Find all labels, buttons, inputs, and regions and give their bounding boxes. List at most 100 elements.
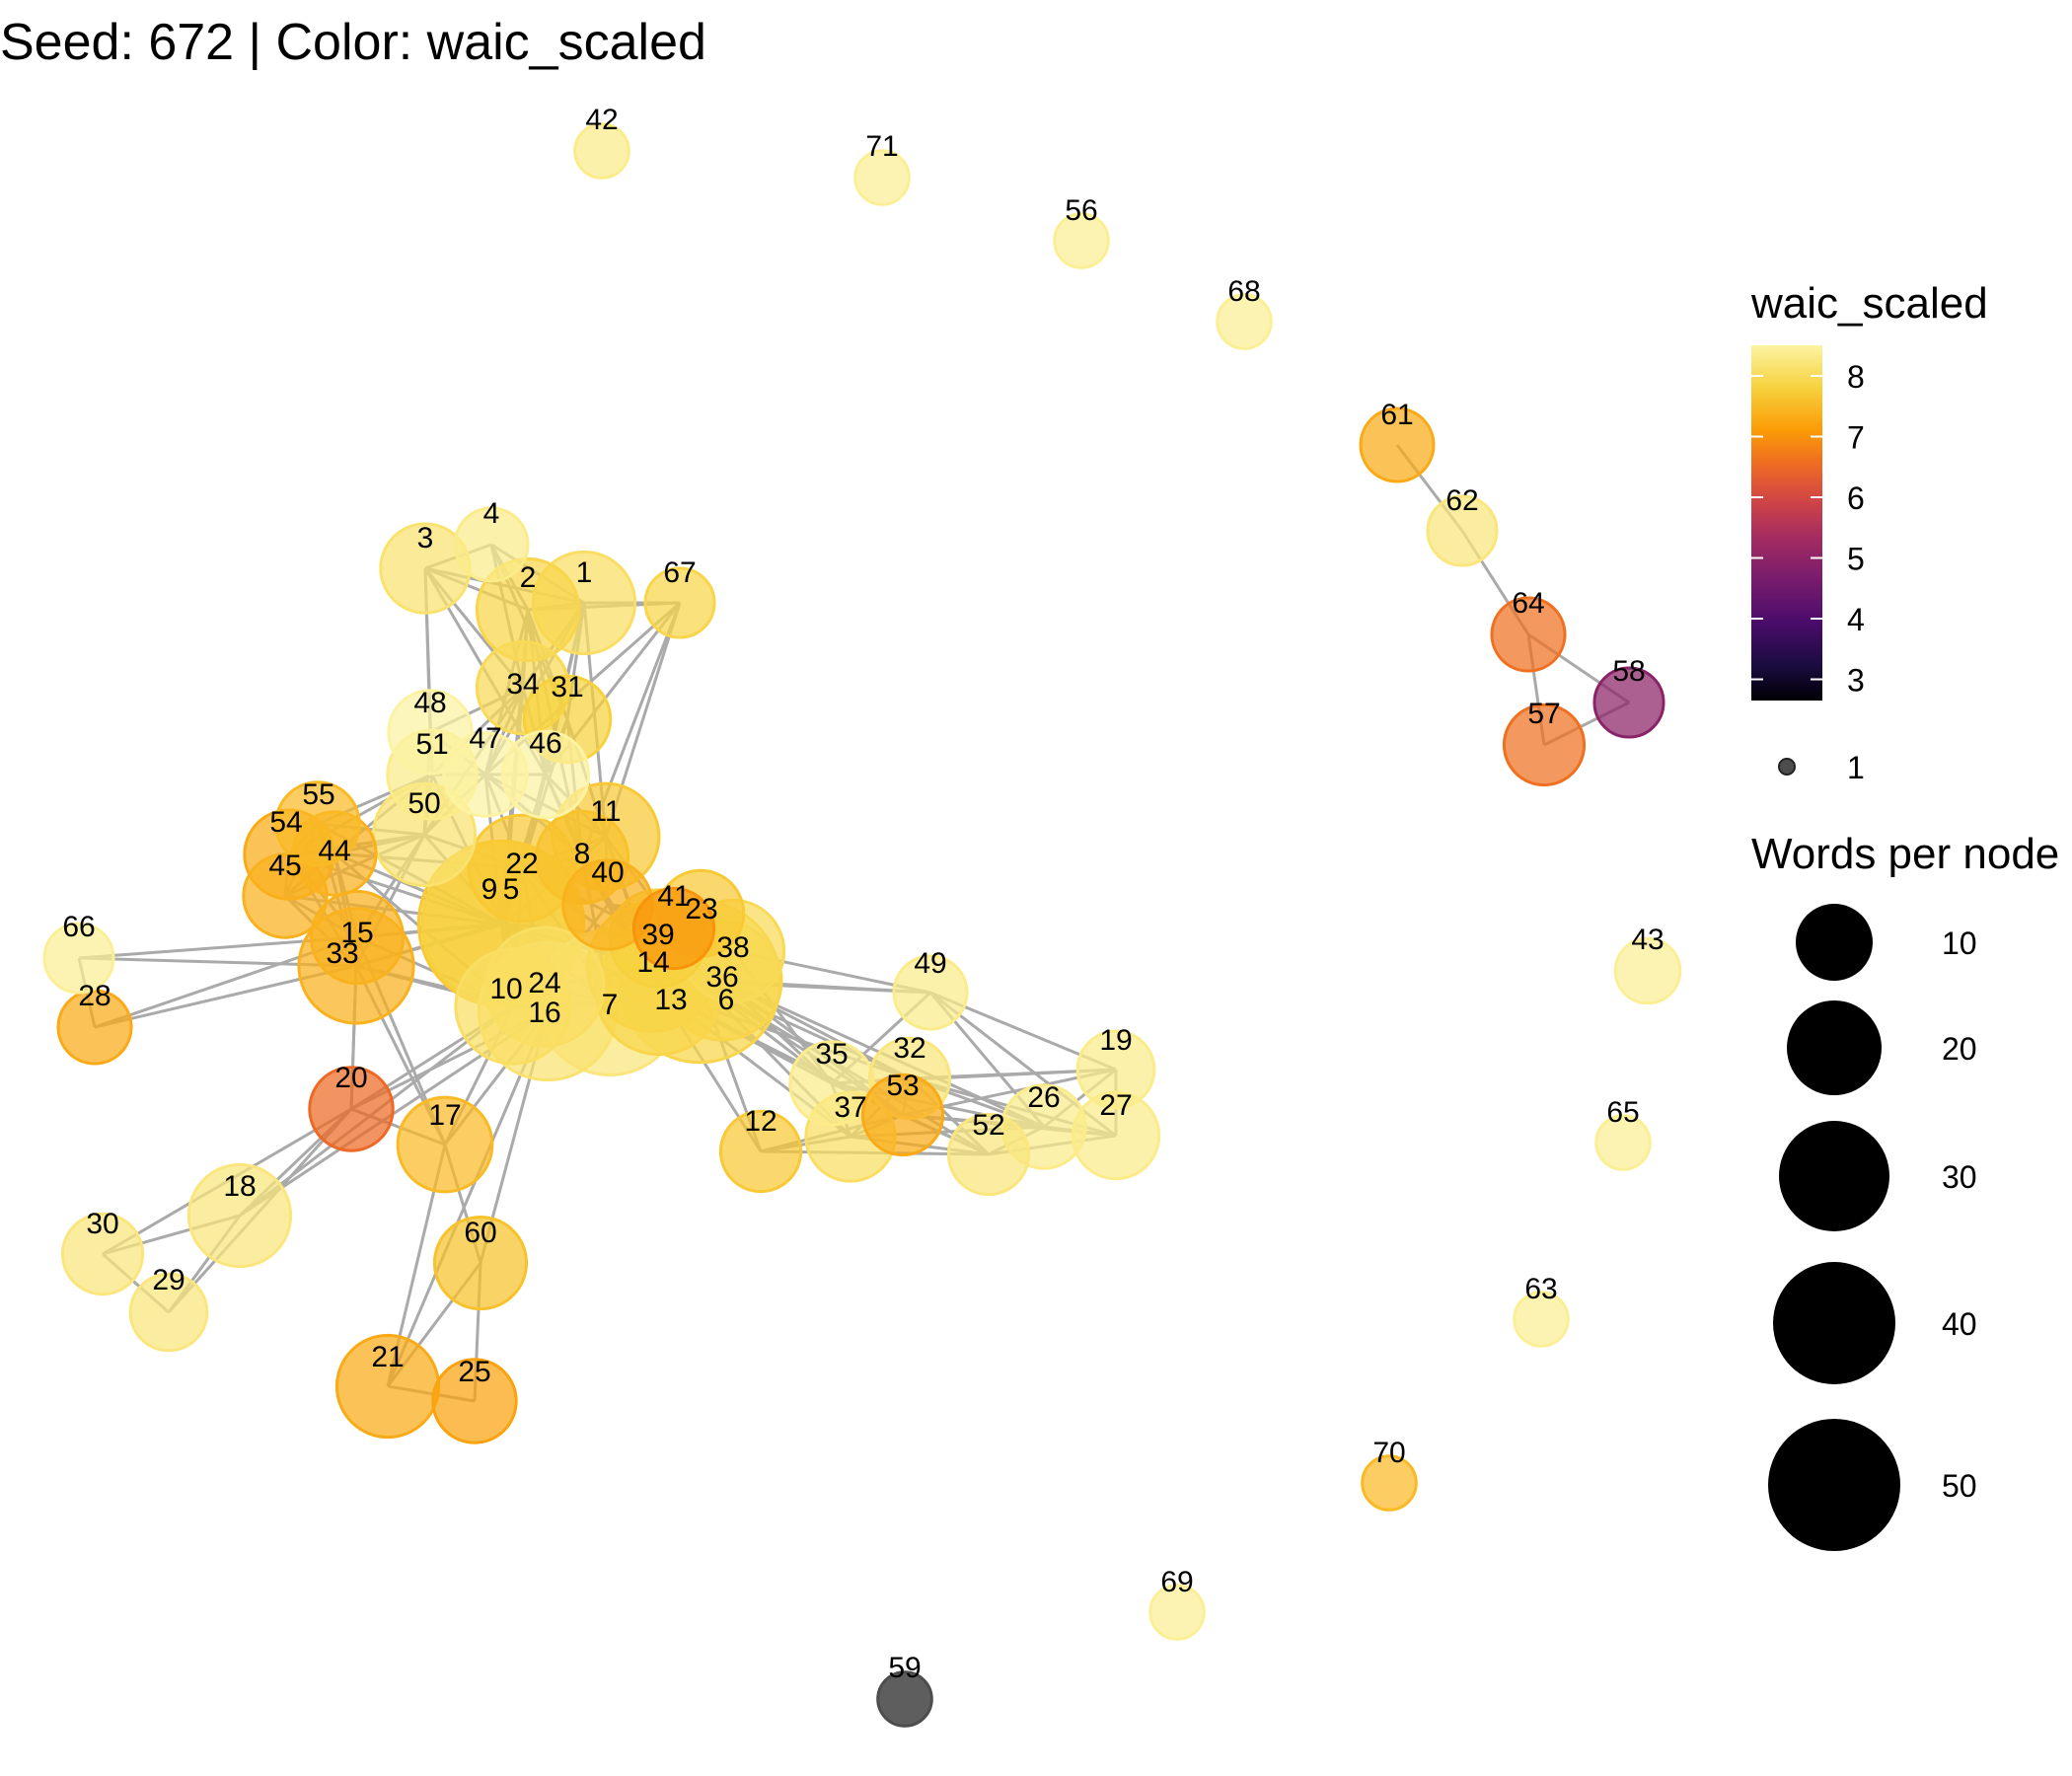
node-30 — [60, 1212, 145, 1296]
node-label-50: 50 — [407, 787, 440, 820]
na-legend-label: 1 — [1847, 750, 1865, 785]
node-label-7: 7 — [602, 989, 619, 1021]
node-12 — [718, 1109, 803, 1194]
node-label-57: 57 — [1527, 698, 1560, 730]
node-label-15: 15 — [340, 917, 373, 949]
node-label-53: 53 — [886, 1070, 919, 1102]
node-label-22: 22 — [505, 848, 538, 880]
color-tick-label-4: 4 — [1847, 602, 1865, 637]
node-53 — [860, 1073, 945, 1157]
node-label-30: 30 — [86, 1208, 118, 1240]
node-17 — [396, 1095, 494, 1194]
node-label-52: 52 — [972, 1109, 1004, 1142]
node-label-48: 48 — [413, 687, 446, 719]
labels-layer: 1234567891011121314151617181920212223242… — [62, 104, 1664, 1684]
node-57 — [1502, 703, 1587, 787]
node-label-20: 20 — [334, 1062, 367, 1094]
plot-title: Seed: 672 | Color: waic_scaled — [0, 14, 706, 71]
node-label-62: 62 — [1445, 484, 1478, 517]
size-legend-circle-30 — [1779, 1121, 1889, 1231]
node-64 — [1490, 596, 1567, 673]
node-label-13: 13 — [654, 984, 687, 1016]
size-legend-circle-50 — [1768, 1419, 1900, 1551]
node-label-36: 36 — [705, 961, 738, 994]
node-label-63: 63 — [1524, 1273, 1557, 1305]
node-56 — [1053, 212, 1110, 269]
node-label-32: 32 — [893, 1032, 925, 1065]
node-label-56: 56 — [1065, 194, 1097, 227]
node-label-28: 28 — [78, 980, 111, 1012]
node-label-55: 55 — [302, 778, 334, 811]
node-label-65: 65 — [1606, 1096, 1639, 1129]
size-legend-label-30: 30 — [1942, 1159, 1977, 1195]
size-legend-label-40: 40 — [1942, 1306, 1977, 1342]
node-25 — [431, 1358, 518, 1444]
node-label-19: 19 — [1099, 1024, 1132, 1057]
node-label-12: 12 — [744, 1105, 777, 1138]
node-60 — [432, 1215, 529, 1311]
node-label-37: 37 — [834, 1091, 866, 1124]
color-legend: waic_scaled 8 7 6 5 4 3 1 — [1750, 279, 1988, 785]
node-label-42: 42 — [585, 104, 618, 136]
nodes-layer — [42, 122, 1682, 1728]
node-49 — [892, 954, 969, 1031]
node-label-67: 67 — [663, 556, 696, 589]
node-label-64: 64 — [1512, 587, 1544, 620]
node-label-54: 54 — [269, 806, 302, 839]
node-66 — [42, 922, 115, 995]
node-label-41: 41 — [657, 880, 690, 913]
size-legend-label-20: 20 — [1942, 1031, 1977, 1067]
size-legend-circle-10 — [1796, 904, 1873, 981]
node-label-51: 51 — [415, 728, 448, 761]
node-label-23: 23 — [685, 893, 717, 925]
node-65 — [1594, 1114, 1652, 1171]
node-label-5: 5 — [503, 873, 520, 906]
node-label-26: 26 — [1027, 1081, 1060, 1114]
node-63 — [1513, 1291, 1570, 1348]
node-71 — [853, 149, 911, 206]
size-legend-label-50: 50 — [1942, 1468, 1977, 1504]
node-label-44: 44 — [318, 835, 350, 867]
node-label-24: 24 — [528, 967, 560, 999]
node-label-1: 1 — [576, 556, 593, 589]
node-label-43: 43 — [1631, 924, 1664, 956]
node-48 — [387, 689, 474, 776]
node-label-39: 39 — [641, 919, 674, 951]
na-legend-dot — [1778, 758, 1796, 776]
color-tick-label-7: 7 — [1847, 420, 1865, 456]
node-28 — [56, 989, 133, 1066]
node-41 — [631, 886, 716, 971]
size-legend-items: 10 20 30 40 50 — [1768, 904, 1977, 1551]
node-61 — [1359, 407, 1436, 483]
node-label-11: 11 — [590, 795, 621, 828]
color-tick-label-6: 6 — [1847, 481, 1865, 516]
node-label-9: 9 — [481, 873, 498, 906]
color-legend-ticks: 8 7 6 5 4 3 — [1751, 359, 1865, 699]
node-67 — [643, 566, 716, 639]
node-label-61: 61 — [1380, 399, 1413, 431]
node-label-27: 27 — [1099, 1089, 1132, 1122]
node-15 — [309, 889, 406, 986]
node-label-68: 68 — [1227, 275, 1260, 308]
color-tick-label-3: 3 — [1847, 663, 1865, 699]
node-45 — [242, 852, 329, 939]
node-19 — [1075, 1029, 1156, 1110]
node-label-69: 69 — [1160, 1566, 1193, 1598]
node-label-46: 46 — [529, 727, 561, 760]
node-label-25: 25 — [458, 1356, 490, 1388]
node-58 — [1592, 666, 1665, 739]
node-label-66: 66 — [62, 911, 95, 943]
size-legend-circle-40 — [1773, 1262, 1895, 1384]
node-label-38: 38 — [716, 931, 749, 964]
color-tick-label-5: 5 — [1847, 542, 1865, 577]
node-18 — [186, 1162, 293, 1269]
node-55 — [274, 780, 361, 867]
node-label-4: 4 — [483, 497, 500, 530]
size-legend-label-10: 10 — [1942, 925, 1977, 961]
color-legend-bar — [1751, 345, 1822, 701]
node-label-40: 40 — [591, 856, 624, 889]
node-label-14: 14 — [636, 946, 669, 979]
size-legend: Words per node 10 20 30 40 50 — [1751, 830, 2059, 1551]
node-62 — [1426, 494, 1499, 567]
